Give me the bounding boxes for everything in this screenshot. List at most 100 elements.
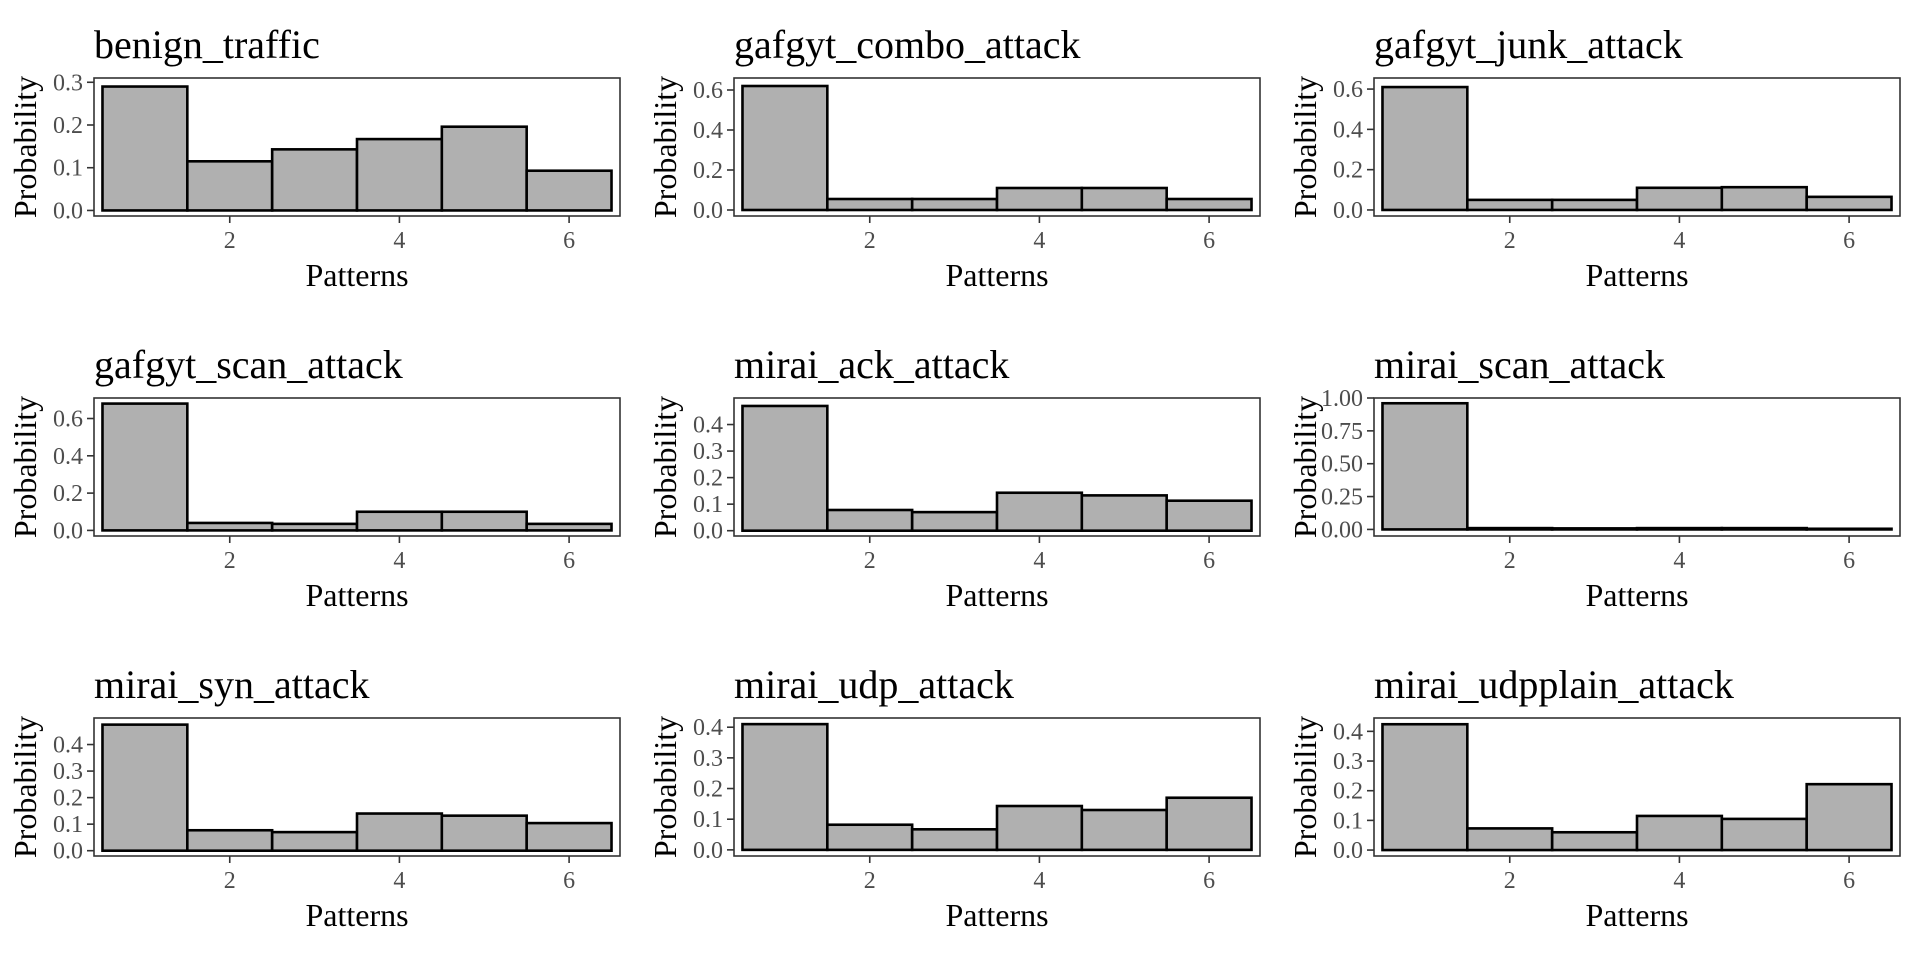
- y-tick-label: 0.1: [53, 156, 83, 182]
- y-tick-label: 0.2: [53, 481, 83, 507]
- chart-panel-6: mirai_scan_attack 2 4 6 0.00 0.25 0.50 0.75 1.00…: [1287, 342, 1901, 613]
- bar-pattern-5: [1720, 817, 1808, 852]
- y-tick-label: 0.4: [53, 733, 83, 759]
- bar-pattern-4: [995, 491, 1084, 532]
- bar-pattern-2: [186, 521, 274, 532]
- x-tick-label: 6: [563, 228, 575, 254]
- x-axis-title: Patterns: [305, 257, 408, 293]
- bar-pattern-5: [1720, 526, 1808, 531]
- x-tick-label: 4: [393, 868, 405, 894]
- y-tick-label: 0.0: [693, 519, 723, 545]
- bar-pattern-1: [101, 723, 189, 852]
- x-tick-label: 2: [224, 548, 236, 574]
- bar-pattern-6: [1165, 197, 1253, 212]
- x-tick-label: 2: [864, 548, 876, 574]
- y-tick-label: 1.00: [1321, 386, 1363, 412]
- y-tick-label: 0.3: [53, 759, 83, 785]
- bar-pattern-4: [1635, 814, 1724, 852]
- x-tick-label: 6: [1203, 228, 1215, 254]
- chart-title: mirai_scan_attack: [1374, 342, 1665, 387]
- y-tick-label: 0.50: [1321, 452, 1363, 478]
- bar-pattern-1: [101, 85, 189, 212]
- x-axis-title: Patterns: [1585, 577, 1688, 613]
- y-tick-label: 0.1: [693, 492, 723, 518]
- y-tick-label: 0.4: [53, 444, 83, 470]
- plot-frame: [1373, 717, 1901, 857]
- x-tick-label: 6: [1843, 548, 1855, 574]
- x-tick-label: 4: [393, 548, 405, 574]
- x-tick-label: 4: [1673, 228, 1685, 254]
- x-tick-label: 4: [393, 228, 405, 254]
- y-tick-label: 0.6: [1333, 77, 1363, 103]
- x-axis-title: Patterns: [305, 577, 408, 613]
- y-tick-label: 0.3: [1333, 749, 1363, 775]
- plot-frame: [1373, 77, 1901, 217]
- x-tick-label: 6: [563, 548, 575, 574]
- bar-pattern-3: [910, 510, 999, 532]
- x-tick-label: 2: [1504, 548, 1516, 574]
- x-tick-label: 2: [224, 868, 236, 894]
- y-axis-title: Probability: [647, 716, 683, 858]
- y-tick-label: 0.3: [693, 746, 723, 772]
- bar-pattern-1: [1381, 85, 1469, 212]
- chart-title: mirai_ack_attack: [734, 342, 1009, 387]
- chart-panel-8: mirai_udp_attack 2 4 6 0.0 0.1 0.2 0.3 0.4 Patter…: [647, 662, 1261, 933]
- chart-panel-7: mirai_syn_attack 2 4 6 0.00.10.20.30.4 Patter…: [7, 662, 621, 933]
- bar-pattern-5: [1720, 185, 1808, 212]
- chart-panel-2: gafgyt_combo_attack 2 4 6 0.0 0.2 0.4 0.6 Patter…: [647, 22, 1261, 293]
- x-tick-label: 4: [1673, 868, 1685, 894]
- bar-pattern-1: [1381, 401, 1469, 531]
- bar-pattern-2: [186, 160, 274, 212]
- y-tick-label: 0.4: [693, 413, 723, 439]
- plot-frame: [93, 397, 621, 537]
- y-tick-label: 0.4: [693, 118, 723, 144]
- y-tick-label: 0.1: [693, 807, 723, 833]
- bar-pattern-4: [1635, 186, 1724, 212]
- y-tick-label: 0.4: [1333, 719, 1363, 745]
- plot-frame: [93, 717, 621, 857]
- bar-pattern-6: [525, 522, 613, 532]
- x-axis-title: Patterns: [1585, 897, 1688, 933]
- y-axis-title: Probability: [647, 76, 683, 218]
- y-tick-label: 0.4: [693, 715, 723, 741]
- x-axis-title: Patterns: [305, 897, 408, 933]
- bar-pattern-3: [270, 148, 359, 212]
- bar-pattern-5: [440, 125, 528, 212]
- bar-pattern-4: [995, 186, 1084, 212]
- y-tick-label: 0.0: [53, 198, 83, 224]
- bar-pattern-6: [1805, 195, 1893, 212]
- y-tick-label: 0.0: [1333, 838, 1363, 864]
- chart-panel-5: mirai_ack_attack 2 4 6 0.00.10.20.30.4 Patter…: [647, 342, 1261, 613]
- bar-pattern-4: [355, 510, 444, 532]
- chart-title: gafgyt_scan_attack: [94, 342, 403, 387]
- plot-frame: [1373, 397, 1901, 537]
- y-tick-label: 0.1: [53, 812, 83, 838]
- bar-pattern-5: [440, 814, 528, 852]
- bar-pattern-3: [1550, 198, 1639, 212]
- plot-frame: [733, 77, 1261, 217]
- y-tick-label: 0.2: [53, 786, 83, 812]
- chart-panel-3: gafgyt_junk_attack 2 4 6 0.0 0.2 0.4 0.6 Pattern…: [1287, 22, 1901, 293]
- bar-pattern-2: [1466, 198, 1554, 212]
- plot-frame: [93, 77, 621, 217]
- y-axis-title: Probability: [7, 716, 43, 858]
- chart-panel-4: gafgyt_scan_attack 2 4 6 0.0 0.2 0.4 0.6 Pattern…: [7, 342, 621, 613]
- x-tick-label: 6: [1203, 868, 1215, 894]
- x-axis-title: Patterns: [945, 257, 1048, 293]
- x-axis-title: Patterns: [945, 577, 1048, 613]
- y-tick-label: 0.6: [693, 78, 723, 104]
- x-tick-label: 2: [864, 228, 876, 254]
- chart-title: mirai_udpplain_attack: [1374, 662, 1734, 707]
- y-axis-title: Probability: [647, 396, 683, 538]
- bar-pattern-6: [525, 169, 613, 212]
- y-tick-label: 0.2: [693, 466, 723, 492]
- bar-pattern-1: [101, 402, 189, 532]
- y-axis-title: Probability: [1287, 716, 1323, 858]
- bar-pattern-6: [1805, 782, 1893, 852]
- bar-pattern-4: [995, 804, 1084, 852]
- y-tick-label: 0.2: [53, 113, 83, 139]
- bar-pattern-5: [1080, 186, 1168, 212]
- bar-pattern-3: [1550, 527, 1639, 531]
- x-tick-label: 4: [1033, 548, 1045, 574]
